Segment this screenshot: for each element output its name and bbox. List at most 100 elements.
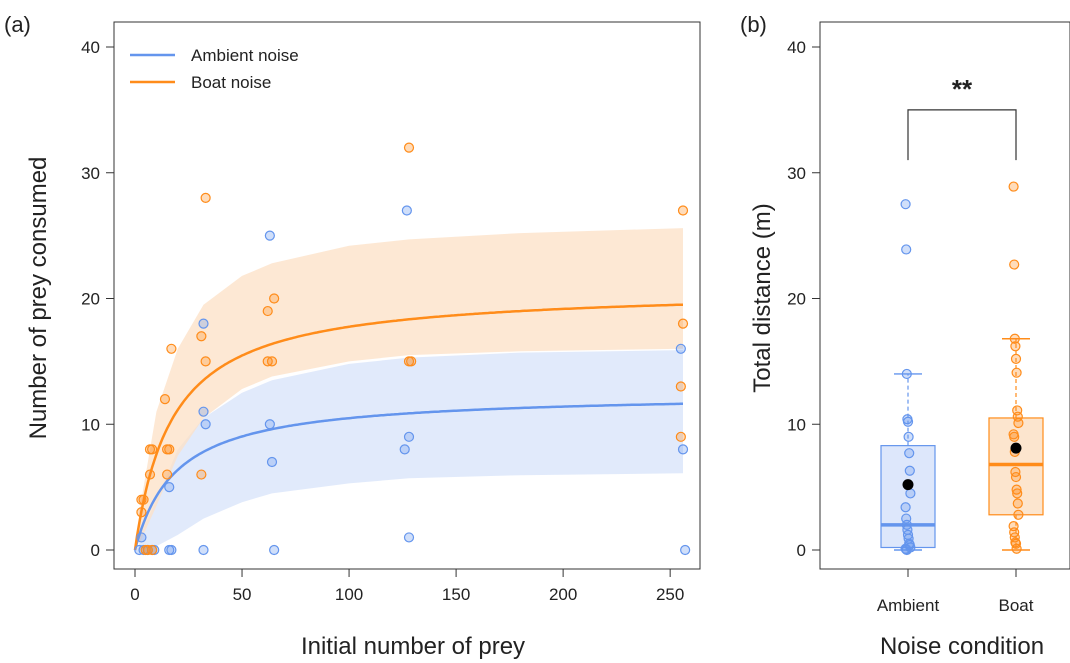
y-axis-label-a: Number of prey consumed [25, 157, 52, 440]
box-boat [988, 417, 1044, 516]
point-ambient [399, 444, 410, 455]
y-tick-label: 40 [81, 38, 100, 57]
point-ambient [403, 431, 415, 442]
y-tick-label-b: 30 [787, 164, 806, 183]
y-tick-label-b: 40 [787, 38, 806, 57]
y-axis-a: 0 10 20 30 40 [81, 38, 114, 560]
point-ambient [675, 343, 686, 354]
box-point-boat [1009, 259, 1020, 270]
box-point-ambient [904, 465, 915, 476]
box-point-boat [1010, 353, 1022, 364]
x-tick-label: 100 [335, 585, 363, 604]
y-axis-label-b: Total distance (m) [749, 203, 776, 392]
point-boat [147, 444, 158, 455]
box-point-ambient [903, 431, 914, 442]
mean-marker-boat [1010, 442, 1022, 454]
confidence-bands [139, 228, 684, 550]
box-point-ambient [905, 488, 916, 499]
point-boat [147, 544, 158, 556]
legend-label-boat: Boat noise [191, 73, 271, 92]
box-point-boat [1012, 498, 1023, 509]
x-tick-label: 200 [549, 585, 577, 604]
box-point-boat [1009, 431, 1020, 442]
point-boat [675, 431, 686, 442]
y-tick-label: 0 [91, 541, 100, 560]
point-ambient [198, 318, 209, 329]
point-boat [162, 469, 173, 480]
fit-line-ambient [133, 402, 683, 551]
box-point-boat [1010, 471, 1022, 483]
category-label: Boat [999, 596, 1034, 615]
x-axis-b: Ambient Boat [877, 569, 1034, 615]
x-tick-label: 250 [656, 585, 684, 604]
box-point-ambient [901, 244, 912, 255]
x-axis-label-a: Initial number of prey [301, 633, 525, 660]
point-boat [136, 507, 147, 518]
y-tick-label: 20 [81, 290, 100, 309]
panel-b: (b) ** Ambient Boat 0 10 20 30 40 Noise condi… [740, 12, 1070, 660]
point-boat [138, 494, 149, 505]
box-point-boat [1013, 417, 1024, 429]
bracket-line [907, 109, 1017, 161]
point-boat [159, 394, 171, 405]
significance-bracket: ** [907, 74, 1017, 161]
box-point-boat [1011, 543, 1022, 554]
box-point-boat [1012, 488, 1023, 499]
fit-curves [133, 303, 683, 551]
box-point-ambient [904, 448, 915, 459]
point-ambient [264, 419, 275, 430]
box-point-boat [1009, 333, 1020, 344]
category-label: Ambient [877, 596, 940, 615]
point-ambient [269, 544, 280, 556]
mean-marker-ambient [902, 479, 914, 491]
legend: Ambient noise Boat noise [130, 46, 299, 92]
point-boat [269, 293, 280, 304]
y-tick-label: 30 [81, 164, 100, 183]
point-ambient [403, 532, 415, 543]
point-boat [677, 205, 689, 216]
box-point-ambient [901, 544, 912, 556]
box-point-ambient [902, 416, 914, 427]
point-boat [166, 343, 177, 354]
point-boat [164, 444, 175, 455]
y-tick-label-b: 20 [787, 290, 806, 309]
point-boat [675, 381, 686, 392]
box-point-boat [1008, 181, 1019, 192]
legend-label-ambient: Ambient noise [191, 46, 299, 65]
point-boat [406, 356, 417, 367]
point-ambient [164, 482, 175, 493]
point-boat [144, 469, 156, 480]
box-point-boat [1011, 484, 1022, 495]
point-ambient [677, 444, 689, 455]
band-boat [139, 228, 684, 544]
significance-label: ** [952, 74, 973, 104]
y-tick-label-b: 0 [797, 541, 806, 560]
x-tick-label: 50 [233, 585, 252, 604]
point-ambient [266, 456, 278, 468]
plot-frame-a [113, 21, 701, 570]
y-axis-b: 0 10 20 30 40 [787, 38, 820, 560]
y-tick-label: 10 [81, 415, 100, 434]
point-boat [403, 142, 415, 153]
point-boat [262, 305, 273, 317]
point-ambient [200, 419, 211, 430]
y-tick-label-b: 10 [787, 415, 806, 434]
point-ambient [198, 406, 209, 417]
band-ambient [139, 350, 684, 550]
x-tick-label: 150 [442, 585, 470, 604]
point-ambient [680, 544, 691, 556]
point-ambient [166, 544, 177, 556]
point-boat [677, 318, 689, 329]
box-point-ambient [901, 368, 912, 380]
data-points [134, 142, 691, 556]
panel-a: (a) 0 50 100 150 200 250 0 10 20 30 40 Initial nu… [4, 12, 701, 660]
point-ambient [136, 532, 147, 543]
point-boat [266, 356, 278, 367]
plot-frame-b [819, 21, 1070, 570]
box-point-ambient [900, 199, 911, 210]
point-boat [200, 192, 211, 203]
x-axis-a: 0 50 100 150 200 250 [130, 569, 684, 604]
box-points [900, 181, 1024, 556]
point-boat [200, 356, 211, 367]
